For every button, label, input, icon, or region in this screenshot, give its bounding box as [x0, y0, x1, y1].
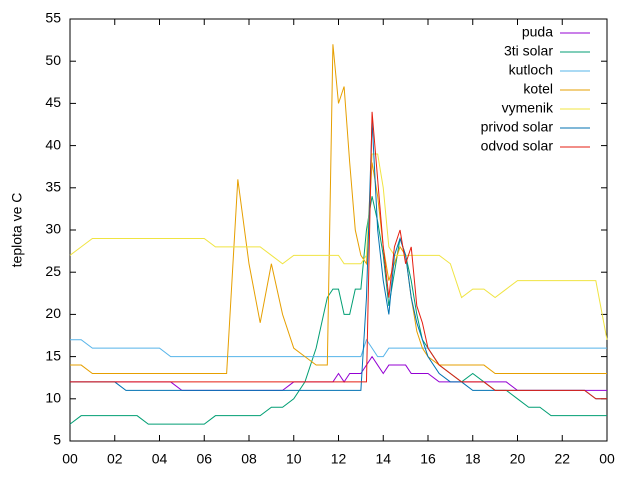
legend-label: kutloch [509, 62, 553, 78]
x-tick-label: 06 [196, 451, 212, 467]
x-tick-label: 22 [554, 451, 570, 467]
x-tick-label: 16 [420, 451, 436, 467]
y-tick-label: 10 [45, 390, 61, 406]
x-tick-label: 10 [286, 451, 302, 467]
y-tick-label: 20 [45, 305, 61, 321]
x-tick-label: 20 [510, 451, 526, 467]
x-tick-label: 14 [375, 451, 391, 467]
legend-label: kotel [523, 81, 553, 97]
y-tick-label: 30 [45, 221, 61, 237]
series-line [70, 355, 607, 391]
legend-label: odvod solar [481, 138, 554, 154]
legend-label: vymenik [502, 100, 554, 116]
series-line [70, 111, 607, 400]
series-line [70, 44, 607, 374]
y-tick-label: 40 [45, 136, 61, 152]
y-tick-label: 5 [53, 432, 61, 448]
x-tick-label: 00 [62, 451, 78, 467]
y-tick-label: 55 [45, 10, 61, 26]
x-tick-label: 02 [107, 451, 123, 467]
y-tick-label: 25 [45, 263, 61, 279]
y-tick-label: 50 [45, 52, 61, 68]
legend-label: privod solar [481, 119, 554, 135]
y-tick-label: 15 [45, 347, 61, 363]
legend-label: 3ti solar [504, 43, 553, 59]
series-line [70, 338, 607, 358]
y-axis-label: teplota ve C [9, 193, 25, 268]
x-tick-label: 12 [331, 451, 347, 467]
x-tick-label: 18 [465, 451, 481, 467]
series-line [69, 153, 608, 340]
legend-label: puda [522, 24, 553, 40]
x-tick-label: 00 [599, 451, 615, 467]
x-tick-label: 04 [152, 451, 168, 467]
y-tick-label: 35 [45, 179, 61, 195]
x-tick-label: 08 [241, 451, 257, 467]
y-tick-label: 45 [45, 94, 61, 110]
